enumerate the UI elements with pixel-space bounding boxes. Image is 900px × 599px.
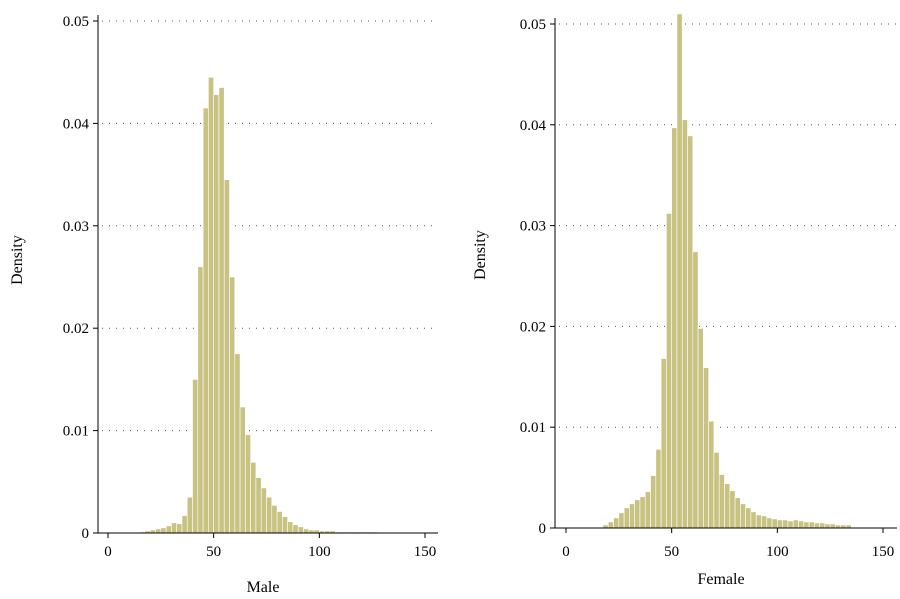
- male-bar-5: [165, 525, 172, 534]
- female-bar-32: [771, 518, 778, 529]
- female-bar-31: [766, 517, 773, 529]
- male-y-tick-label-5: 0.05: [63, 14, 89, 30]
- female-bar-25: [734, 497, 741, 529]
- female-bar-20: [708, 420, 715, 529]
- female-bar-28: [750, 511, 757, 529]
- male-x-tick-label-0: 0: [104, 544, 112, 560]
- male-bar-18: [234, 353, 241, 534]
- male-bar-29: [292, 524, 299, 534]
- male-x-axis-label: Male: [247, 579, 280, 596]
- female-histogram-panel: 0 0.01 0.02 0.03 0.04 0.05 0 50 100 150 Female Dens…: [472, 13, 897, 588]
- male-bar-28: [287, 521, 294, 534]
- female-bar-36: [792, 519, 799, 529]
- male-bar-3: [155, 528, 162, 534]
- male-bar-12: [202, 107, 209, 534]
- male-bar-27: [282, 516, 288, 534]
- female-x-tick-label-2: 100: [766, 544, 789, 560]
- female-bar-35: [787, 520, 794, 529]
- male-histogram-panel: 0 0.01 0.02 0.03 0.04 0.05 0 50 100 150 Male Densit…: [9, 14, 438, 596]
- female-bar-16: [687, 135, 694, 529]
- male-y-tick-label-1: 0.01: [63, 424, 89, 440]
- female-bar-38: [803, 521, 810, 529]
- male-x-tick-label-2: 100: [308, 544, 331, 560]
- female-bar-22: [718, 474, 725, 529]
- female-bar-19: [703, 367, 709, 529]
- female-y-tick-label-3: 0.03: [520, 219, 546, 235]
- female-bar-29: [755, 514, 762, 529]
- female-bar-21: [713, 452, 720, 529]
- female-x-axis-label: Female: [697, 571, 744, 588]
- female-y-tick-label-5: 0.05: [520, 17, 546, 33]
- male-bar-7: [176, 523, 183, 534]
- male-bar-26: [276, 511, 283, 534]
- male-y-tick-label-2: 0.02: [63, 321, 89, 337]
- female-y-tick-label-2: 0.02: [520, 319, 546, 335]
- female-bar-11: [660, 358, 667, 529]
- female-bar-15: [681, 119, 688, 529]
- female-bar-30: [761, 515, 768, 529]
- female-y-tick-label-1: 0.01: [520, 420, 546, 436]
- male-bar-16: [223, 179, 230, 534]
- male-bar-31: [303, 528, 310, 534]
- male-bar-25: [271, 505, 278, 534]
- male-bar-24: [266, 496, 273, 534]
- female-bar-5: [629, 503, 635, 529]
- male-bar-13: [208, 77, 214, 534]
- female-bar-8: [644, 491, 651, 529]
- male-bar-30: [297, 526, 304, 534]
- female-y-axis-label: Density: [472, 230, 489, 280]
- female-bar-6: [634, 499, 641, 529]
- male-bar-11: [197, 266, 204, 534]
- female-bar-39: [808, 521, 815, 529]
- female-bar-2: [613, 517, 620, 529]
- female-bar-1: [607, 521, 614, 529]
- female-y-tick-label-4: 0.04: [520, 118, 547, 134]
- male-bar-10: [192, 379, 199, 534]
- female-bar-24: [729, 490, 736, 529]
- female-bar-42: [824, 523, 831, 529]
- male-x-tick-label-3: 150: [414, 544, 437, 560]
- female-bar-12: [666, 213, 672, 529]
- male-x-tick-label-1: 50: [206, 544, 221, 560]
- male-y-tick-label-3: 0.03: [63, 219, 89, 235]
- female-x-tick-label-3: 150: [872, 544, 895, 560]
- female-bar-18: [697, 328, 704, 529]
- male-bar-17: [229, 276, 236, 534]
- female-bar-14: [676, 13, 683, 529]
- female-bar-3: [618, 512, 625, 529]
- male-bar-9: [186, 496, 193, 534]
- male-bar-23: [260, 487, 267, 534]
- female-bar-37: [798, 520, 805, 529]
- female-x-tick-label-0: 0: [562, 544, 570, 560]
- female-bar-23: [724, 483, 731, 529]
- male-y-tick-label-4: 0.04: [63, 116, 90, 132]
- female-bar-4: [623, 507, 630, 529]
- female-y-tick-label-0: 0: [539, 521, 547, 537]
- female-bar-41: [819, 522, 826, 529]
- male-bar-6: [171, 522, 177, 534]
- male-bar-4: [160, 527, 167, 534]
- female-bar-7: [639, 496, 646, 529]
- male-y-axis-label: Density: [9, 235, 26, 285]
- female-bar-27: [745, 507, 752, 529]
- male-bar-14: [213, 94, 220, 534]
- female-bar-17: [692, 251, 699, 529]
- male-bar-22: [255, 477, 262, 534]
- female-bar-26: [740, 503, 746, 529]
- male-bar-8: [181, 515, 188, 534]
- female-bar-43: [829, 523, 836, 529]
- female-x-tick-label-1: 50: [664, 544, 679, 560]
- male-y-tick-label-0: 0: [82, 526, 90, 542]
- female-bar-13: [671, 127, 678, 529]
- male-bar-19: [239, 406, 246, 534]
- female-bar-10: [655, 449, 662, 529]
- female-bar-40: [814, 522, 820, 529]
- male-bar-20: [245, 434, 251, 534]
- female-bar-34: [782, 519, 789, 529]
- female-bar-33: [777, 519, 783, 529]
- male-bar-15: [218, 87, 225, 534]
- female-bar-9: [650, 475, 657, 529]
- male-bar-21: [250, 462, 257, 534]
